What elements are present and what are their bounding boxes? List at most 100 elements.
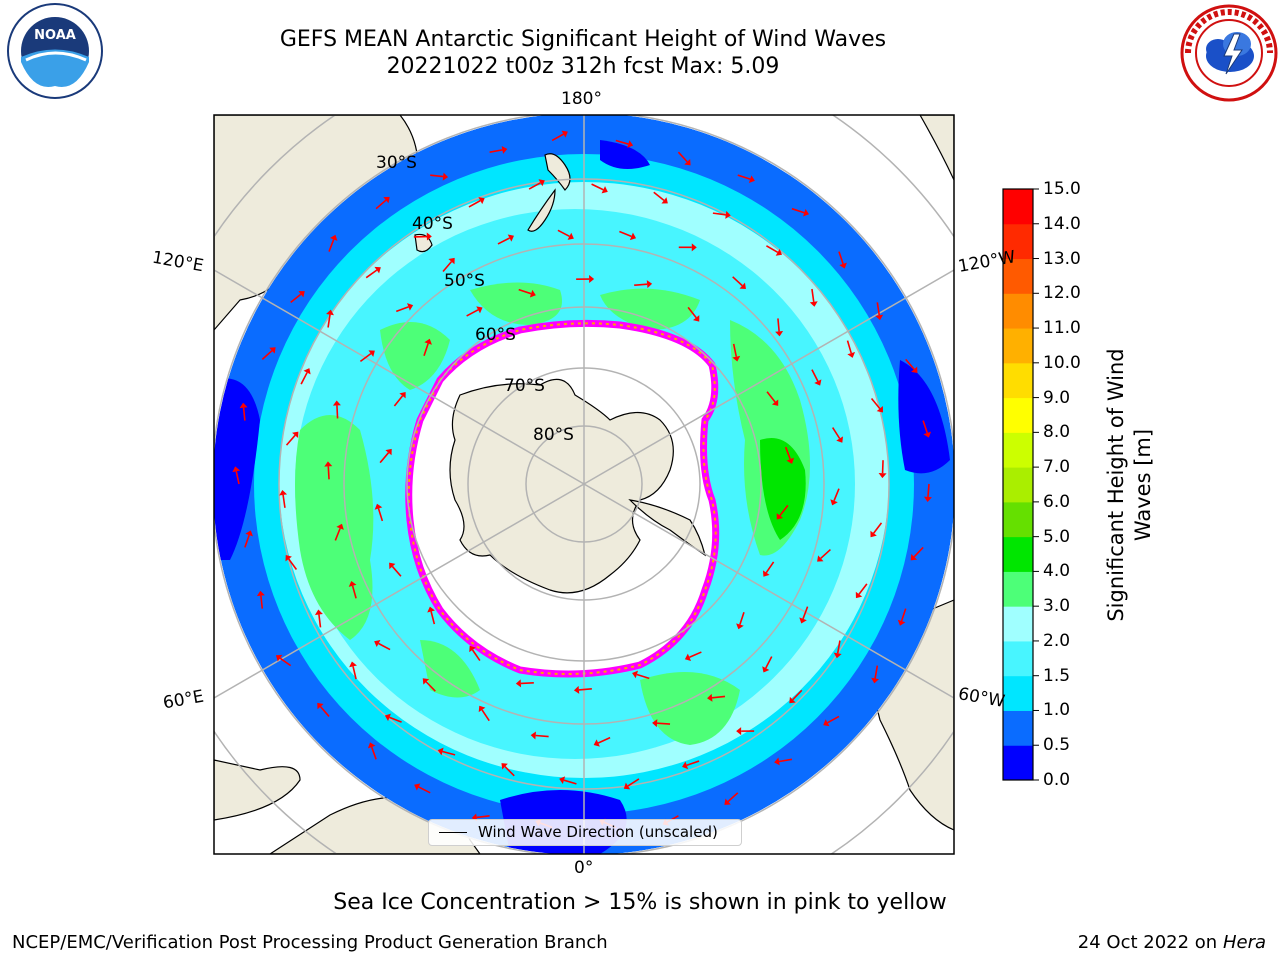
wind-arrow-head [627,140,634,148]
wind-arrow-shaft [927,483,930,498]
lat-label-80s: 80°S [533,425,574,445]
wind-arrow-shaft [551,133,564,142]
footer-date-text: 24 Oct 2022 on [1077,932,1223,953]
wind-arrow-head [876,406,883,413]
wind-arrow-head [684,159,691,166]
colorbar [1003,188,1039,781]
colorbar-segment [1003,710,1033,746]
wind-arrow-shaft [468,199,481,208]
wind-arrow-head [875,314,884,321]
wind-arrow-shaft [279,657,292,667]
wind-arrow-head [324,461,333,467]
wind-arrow-shaft [442,261,453,273]
wind-arrow-head [736,727,742,736]
wind-arrow-shaft [739,611,745,625]
wind-arrow-head [239,402,248,409]
wind-arrow-head [707,693,713,702]
wind-arrow-shaft [489,149,503,153]
wind-arrow-shaft [471,649,481,662]
wind-arrow-head [724,798,731,805]
colorbar-tick-label: 14.0 [1043,213,1081,234]
colorbar-tick-label: 2.0 [1043,630,1071,651]
wind-arrow-head [771,399,779,406]
wind-arrow-shaft [389,716,402,723]
wind-arrow-head [739,282,746,290]
colorbar-tick-label: 0.5 [1043,735,1071,756]
wind-arrow-shaft [285,434,296,446]
wind-arrow-head [427,606,435,613]
wind-arrow-head [775,331,784,337]
wind-arrow-shaft [327,314,331,328]
wind-arrow-head [593,739,600,747]
wind-arrow-shaft [615,139,629,145]
wind-arrow-shaft [778,758,793,763]
wind-arrow-shaft [466,309,479,317]
wind-arrow-shaft [712,212,726,216]
wind-arrow-head [437,747,444,756]
noaa-logo-text: NOAA [34,28,76,43]
wind-arrow-head [684,653,692,661]
wind-arrow-head [384,713,391,722]
map-legend: Wind Wave Direction (unscaled) [428,819,742,846]
wind-arrow-head [414,783,421,791]
wind-arrow-head [833,652,842,659]
wind-arrow-shaft [375,199,387,210]
wind-arrow-shaft [260,595,264,609]
wind-arrow-head [789,696,796,704]
wind-arrow-shaft [578,688,592,691]
wind-arrow-head [774,757,780,766]
antarctica [449,378,674,594]
wind-arrow-shaft [481,709,490,722]
lat-label-40s: 40°S [412,214,453,234]
wind-arrow-head [245,530,253,537]
wind-arrow-head [809,301,818,307]
wind-arrow-shaft [528,182,541,190]
wind-arrow-shaft [687,306,697,319]
wind-arrow-shaft [328,239,335,252]
wind-arrow-shaft [442,750,456,756]
wind-arrow-shaft [591,183,604,191]
wind-arrow-shaft [395,306,409,313]
colorbar-tick-label: 9.0 [1043,387,1071,408]
wind-arrow-shaft [732,276,743,287]
wind-arrow-head [646,280,653,289]
wind-arrow-head [589,275,595,284]
wind-arrow-head [693,315,700,322]
wind-arrow-shaft [290,293,302,304]
wind-arrow-shaft [518,288,532,295]
wind-arrow-head [601,186,608,194]
new-zealand [527,153,571,232]
wind-arrow-head [478,705,486,713]
wind-arrow-head [478,197,485,205]
wind-arrow-shaft [318,614,322,628]
wind-arrow-shaft [838,251,844,265]
wind-arrow-head [399,391,406,399]
lon-label-180: 180° [561,89,602,109]
wind-arrow-shaft [377,508,384,522]
wind-arrow-shaft [833,488,840,502]
wind-arrow-head [326,309,334,316]
wind-arrow-head [529,289,536,298]
wind-arrow-shaft [876,302,881,316]
colorbar-segment [1003,501,1033,538]
wind-arrow-head [878,473,887,479]
wind-arrow-shaft [319,706,330,717]
wind-arrow-head [407,303,414,311]
colorbar-segment [1003,571,1033,607]
wind-arrow-shaft [379,452,390,464]
wind-arrow-shaft [872,522,883,534]
wind-arrow-shaft [779,504,789,517]
wind-arrow-head [314,609,323,615]
wind-arrow-shaft [351,585,357,599]
wind-arrow-shaft [913,546,924,558]
wind-arrow-head [725,210,731,219]
wind-arrow-shaft [391,565,402,577]
colorbar-tick-label: 8.0 [1043,422,1071,443]
wind-arrow-head [348,580,357,587]
wind-arrow-head [776,513,784,520]
colorbar-tick-label: 11.0 [1043,318,1081,339]
wind-arrow-head [682,761,689,770]
wind-arrow-head [652,719,658,728]
wind-arrow-head [426,232,432,241]
wind-arrow-head [317,702,324,710]
